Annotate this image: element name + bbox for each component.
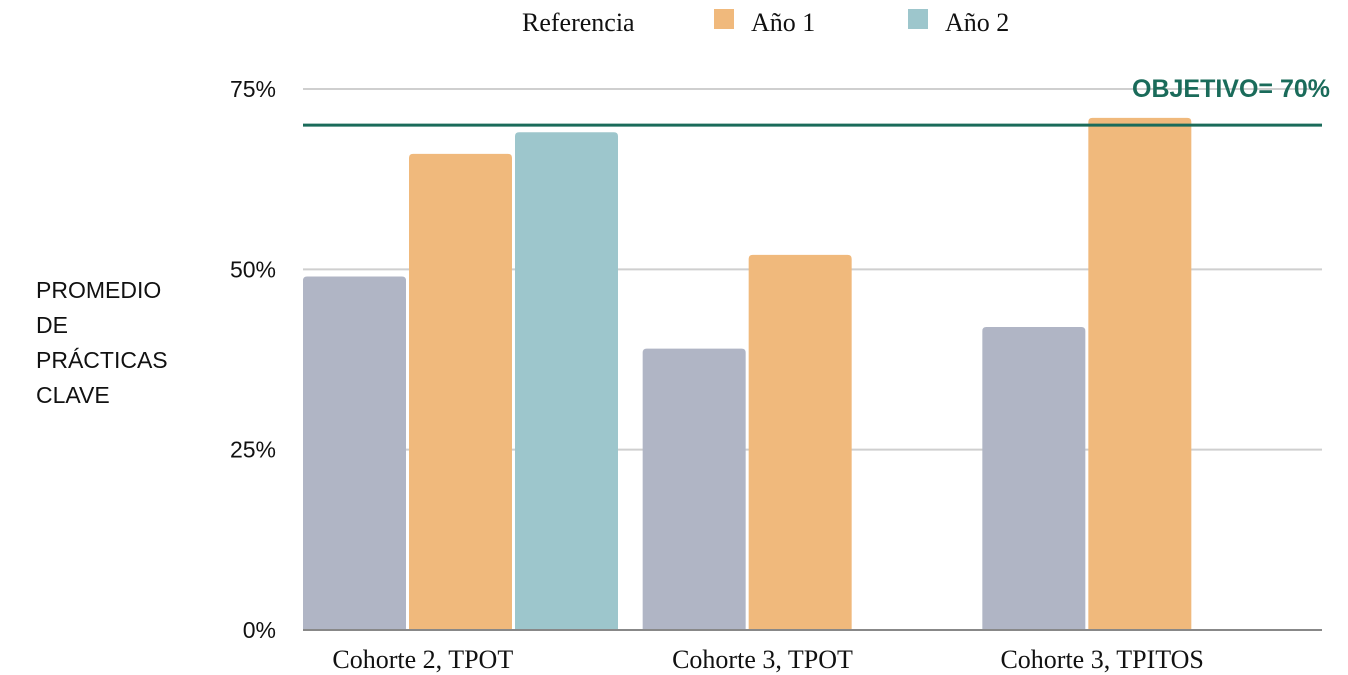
x-category-label: Cohorte 2, TPOT — [332, 645, 513, 674]
bar-a-o-2-0 — [515, 132, 618, 630]
y-axis-label-line: PRÁCTICAS — [36, 347, 168, 373]
x-category-label: Cohorte 3, TPOT — [672, 645, 853, 674]
legend-swatch — [908, 9, 928, 29]
y-tick-label: 75% — [230, 76, 276, 102]
x-axis-categories: Cohorte 2, TPOT Cohorte 3, TPOT Cohorte 3,… — [332, 645, 1203, 674]
bar-referencia-2 — [982, 327, 1086, 630]
y-axis-label: PROMEDIO DE PRÁCTICAS CLAVE — [36, 277, 168, 408]
legend-swatch — [714, 9, 734, 29]
bar-a-o-1-1 — [748, 254, 852, 630]
y-axis-label-line: PROMEDIO — [36, 277, 161, 303]
legend-label: Año 1 — [751, 8, 815, 37]
y-axis-label-line: CLAVE — [36, 382, 110, 408]
bar-referencia-0 — [303, 276, 406, 630]
y-axis-label-line: DE — [36, 312, 68, 338]
y-tick-label: 25% — [230, 437, 276, 463]
x-category-label: Cohorte 3, TPITOS — [1000, 645, 1203, 674]
legend: Referencia Año 1 Año 2 — [522, 8, 1009, 37]
bars — [303, 117, 1192, 631]
bar-referencia-1 — [642, 348, 746, 630]
y-axis-ticks: 0% 25% 50% 75% — [230, 76, 276, 643]
target-label: OBJETIVO= 70% — [1132, 75, 1330, 103]
y-tick-label: 0% — [243, 617, 276, 643]
bar-a-o-1-2 — [1088, 117, 1192, 630]
bar-a-o-1-0 — [409, 153, 512, 631]
legend-label: Año 2 — [945, 8, 1009, 37]
legend-label: Referencia — [522, 8, 635, 37]
y-tick-label: 50% — [230, 256, 276, 282]
